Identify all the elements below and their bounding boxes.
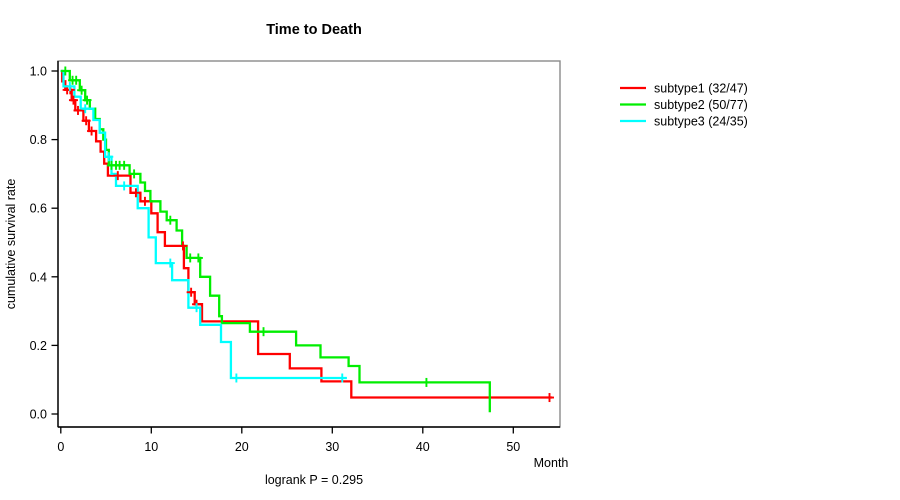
censor-tick-1 bbox=[68, 95, 78, 105]
x-tick-label: 0 bbox=[57, 440, 64, 454]
censor-tick-3 bbox=[337, 373, 347, 383]
x-axis-label: Month bbox=[534, 456, 569, 470]
censor-tick-2 bbox=[129, 169, 139, 179]
censor-marks bbox=[60, 66, 554, 403]
censor-tick-3 bbox=[80, 104, 90, 114]
plot-box bbox=[57, 60, 561, 428]
censor-tick-3 bbox=[119, 181, 129, 191]
y-tick-label: 0.0 bbox=[30, 408, 47, 422]
survival-curve-2 bbox=[60, 69, 491, 413]
y-tick-label: 0.4 bbox=[30, 270, 47, 284]
y-axis-label: cumulative survival rate bbox=[4, 179, 18, 310]
legend-label-subtype2: subtype2 (50/77) bbox=[654, 98, 748, 112]
censor-tick-3 bbox=[65, 81, 75, 91]
censor-tick-1 bbox=[87, 126, 97, 136]
y-tick-label: 0.6 bbox=[30, 202, 47, 216]
censor-tick-2 bbox=[193, 253, 203, 263]
censor-tick-1 bbox=[113, 171, 123, 181]
censor-tick-2 bbox=[259, 327, 269, 337]
survival-curve-3 bbox=[60, 69, 347, 380]
censor-tick-2 bbox=[165, 215, 175, 225]
censor-tick-2 bbox=[60, 66, 70, 76]
x-tick-label: 10 bbox=[144, 440, 158, 454]
censor-tick-1 bbox=[140, 196, 150, 206]
legend: subtype1 (32/47) subtype2 (50/77) subtyp… bbox=[620, 82, 748, 129]
y-tick-label: 0.8 bbox=[30, 133, 47, 147]
censor-tick-1 bbox=[81, 116, 91, 126]
axes: 0 10 20 30 40 50 0.0 0.2 0.4 0.6 0.8 1.0 bbox=[30, 60, 561, 454]
censor-tick-3 bbox=[231, 373, 241, 383]
censor-tick-2 bbox=[421, 377, 431, 387]
survival-curves bbox=[60, 69, 553, 413]
censor-tick-1 bbox=[186, 287, 196, 297]
censor-tick-2 bbox=[82, 95, 92, 105]
censor-tick-1 bbox=[545, 393, 554, 403]
censor-tick-3 bbox=[165, 258, 175, 268]
survival-curve-1 bbox=[60, 69, 553, 399]
censor-tick-2 bbox=[71, 75, 81, 85]
censor-tick-2 bbox=[77, 85, 87, 95]
chart-title: Time to Death bbox=[266, 22, 362, 38]
x-tick-label: 40 bbox=[416, 440, 430, 454]
censor-tick-2 bbox=[119, 160, 129, 170]
x-tick-label: 50 bbox=[506, 440, 520, 454]
logrank-pvalue: logrank P = 0.295 bbox=[265, 473, 363, 487]
x-tick-label: 30 bbox=[325, 440, 339, 454]
y-tick-label: 0.2 bbox=[30, 339, 47, 353]
censor-tick-3 bbox=[192, 303, 202, 313]
legend-label-subtype3: subtype3 (24/35) bbox=[654, 115, 748, 129]
legend-label-subtype1: subtype1 (32/47) bbox=[654, 82, 748, 96]
censor-tick-2 bbox=[185, 253, 195, 263]
y-tick-label: 1.0 bbox=[30, 65, 47, 79]
censor-tick-1 bbox=[73, 105, 83, 115]
censor-tick-1 bbox=[131, 188, 141, 198]
censor-tick-3 bbox=[104, 152, 114, 162]
censor-tick-1 bbox=[178, 241, 188, 251]
x-tick-label: 20 bbox=[235, 440, 249, 454]
